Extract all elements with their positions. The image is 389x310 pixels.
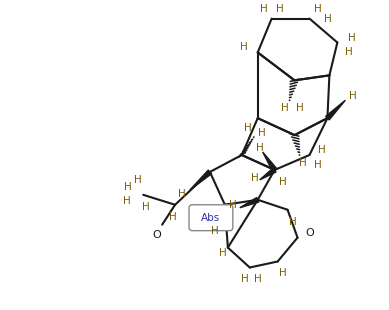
Polygon shape (240, 197, 259, 208)
Text: H: H (296, 103, 303, 113)
Text: H: H (281, 103, 289, 113)
Polygon shape (190, 170, 212, 190)
Text: H: H (142, 202, 150, 212)
Text: H: H (349, 91, 357, 101)
Text: H: H (240, 42, 248, 52)
Text: H: H (229, 200, 237, 210)
Text: H: H (260, 4, 268, 14)
Text: H: H (279, 268, 286, 278)
Text: H: H (256, 143, 264, 153)
Text: H: H (123, 196, 131, 206)
Text: Abs: Abs (201, 213, 221, 223)
Text: H: H (241, 274, 249, 285)
Polygon shape (263, 152, 277, 171)
Text: H: H (169, 212, 177, 222)
Text: H: H (289, 217, 296, 227)
Text: H: H (219, 248, 227, 258)
Text: H: H (124, 182, 132, 192)
Text: H: H (258, 128, 266, 138)
Text: H: H (314, 4, 321, 14)
Text: O: O (153, 230, 161, 240)
Text: H: H (211, 226, 219, 236)
Polygon shape (326, 100, 345, 120)
Text: H: H (324, 14, 331, 24)
Polygon shape (260, 168, 276, 180)
Text: H: H (349, 33, 356, 42)
Text: H: H (317, 145, 325, 155)
Text: H: H (254, 274, 261, 285)
FancyBboxPatch shape (189, 205, 233, 231)
Text: H: H (134, 175, 142, 185)
Text: H: H (178, 189, 186, 199)
Text: H: H (279, 177, 286, 187)
Text: H: H (345, 47, 353, 57)
Text: H: H (299, 158, 307, 168)
Text: O: O (305, 228, 314, 238)
Text: H: H (251, 173, 259, 183)
Text: H: H (276, 4, 284, 14)
Text: H: H (244, 123, 252, 133)
Text: H: H (314, 160, 321, 170)
